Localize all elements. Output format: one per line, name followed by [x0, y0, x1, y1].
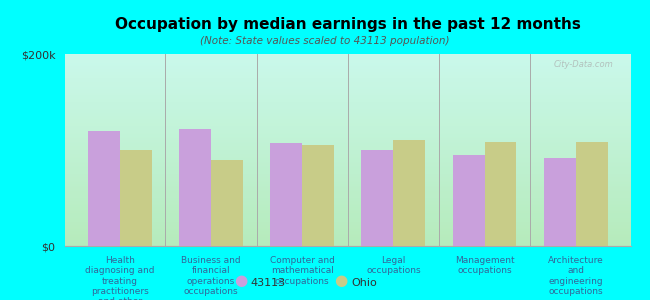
- Bar: [302, 145, 334, 246]
- Bar: [120, 150, 151, 246]
- Bar: [452, 155, 484, 246]
- Text: City-Data.com: City-Data.com: [554, 60, 614, 69]
- Bar: [270, 143, 302, 246]
- Bar: [576, 142, 608, 246]
- Bar: [393, 140, 425, 246]
- Text: (Note: State values scaled to 43113 population): (Note: State values scaled to 43113 popu…: [200, 36, 450, 46]
- Text: 43113: 43113: [250, 278, 285, 288]
- Bar: [88, 131, 120, 246]
- Bar: [484, 142, 517, 246]
- Bar: [211, 160, 243, 246]
- Text: ●: ●: [335, 273, 348, 288]
- Bar: [179, 129, 211, 246]
- Text: Ohio: Ohio: [351, 278, 377, 288]
- Bar: [361, 150, 393, 246]
- Bar: [544, 158, 576, 246]
- Text: ●: ●: [234, 273, 247, 288]
- Title: Occupation by median earnings in the past 12 months: Occupation by median earnings in the pas…: [115, 17, 580, 32]
